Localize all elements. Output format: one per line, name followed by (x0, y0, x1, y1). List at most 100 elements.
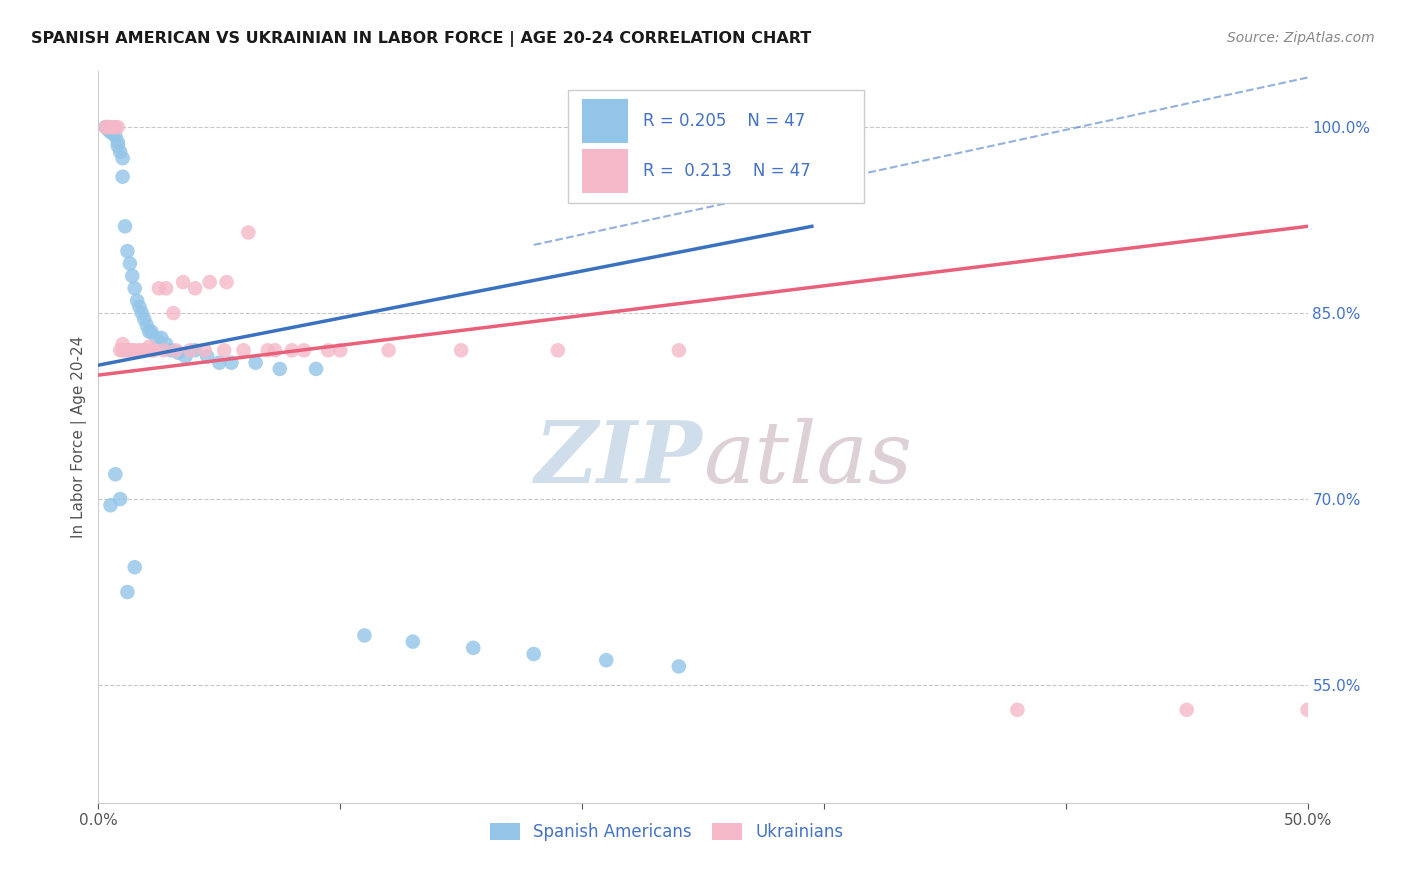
Point (450, 343, 472, 358)
Point (97, 120, 120, 135)
Point (194, 343, 217, 358)
Point (329, 343, 352, 358)
Point (174, 350, 197, 364)
Point (264, 343, 287, 358)
Point (547, 343, 569, 358)
Point (232, 343, 254, 358)
Point (269, 362, 291, 376)
Point (167, 345, 190, 359)
Point (138, 325, 160, 339)
Point (1296, 703, 1319, 717)
Point (94, 120, 117, 135)
Text: SPANISH AMERICAN VS UKRAINIAN IN LABOR FORCE | AGE 20-24 CORRELATION CHART: SPANISH AMERICAN VS UKRAINIAN IN LABOR F… (31, 31, 811, 47)
Point (107, 120, 129, 135)
Point (131, 306, 153, 320)
Point (94, 120, 117, 135)
Point (184, 343, 207, 358)
Point (121, 343, 143, 358)
Point (111, 151, 134, 165)
Point (97, 122, 120, 136)
Point (281, 343, 304, 358)
Point (118, 343, 141, 358)
Point (134, 312, 156, 326)
Point (212, 343, 235, 358)
Point (138, 340, 160, 354)
Point (111, 337, 134, 351)
Point (117, 244, 139, 259)
Point (402, 634, 425, 648)
Point (668, 659, 690, 673)
Point (595, 653, 617, 667)
Point (128, 300, 150, 314)
Point (104, 128, 127, 143)
Point (124, 281, 146, 295)
Point (152, 343, 174, 358)
Point (668, 343, 690, 358)
Point (104, 467, 127, 482)
FancyBboxPatch shape (582, 99, 628, 144)
Point (353, 628, 375, 642)
Point (523, 647, 546, 661)
Point (124, 560, 146, 574)
Point (155, 337, 177, 351)
Point (131, 343, 153, 358)
Point (124, 343, 146, 358)
Point (107, 138, 129, 153)
Text: R =  0.213    N = 47: R = 0.213 N = 47 (643, 162, 810, 180)
Point (108, 145, 131, 159)
Point (143, 343, 166, 358)
Point (148, 281, 170, 295)
Point (104, 120, 127, 135)
Text: Source: ZipAtlas.com: Source: ZipAtlas.com (1227, 31, 1375, 45)
Point (114, 343, 136, 358)
Point (1007, 703, 1029, 717)
Point (121, 268, 143, 283)
Text: atlas: atlas (703, 417, 912, 500)
Point (135, 318, 157, 333)
Point (111, 169, 134, 184)
Point (238, 226, 260, 240)
Point (245, 356, 267, 370)
Y-axis label: In Labor Force | Age 20-24: In Labor Force | Age 20-24 (72, 336, 87, 538)
Point (97, 120, 120, 135)
Point (150, 331, 173, 345)
Point (256, 343, 278, 358)
Point (172, 275, 194, 289)
Point (108, 343, 131, 358)
Point (208, 356, 231, 370)
Point (305, 362, 328, 376)
Point (117, 585, 139, 599)
Point (117, 343, 139, 358)
Point (108, 491, 131, 506)
FancyBboxPatch shape (568, 90, 863, 203)
Point (141, 343, 163, 358)
Point (118, 256, 141, 270)
Point (195, 350, 218, 364)
Point (463, 640, 485, 655)
Point (101, 120, 124, 135)
Point (100, 120, 122, 135)
Point (165, 343, 187, 358)
Point (162, 306, 184, 320)
Point (316, 343, 339, 358)
Point (155, 281, 177, 295)
Point (134, 343, 156, 358)
Point (1175, 703, 1198, 717)
Point (141, 325, 163, 339)
Text: ZIP: ZIP (536, 417, 703, 500)
Point (179, 343, 201, 358)
Point (377, 343, 399, 358)
Point (127, 293, 149, 308)
Legend: Spanish Americans, Ukrainians: Spanish Americans, Ukrainians (482, 814, 852, 849)
FancyBboxPatch shape (582, 149, 628, 194)
Point (100, 125, 122, 139)
Point (215, 275, 238, 289)
Point (114, 219, 136, 234)
Point (160, 343, 183, 358)
Point (198, 275, 221, 289)
Point (111, 343, 134, 358)
Point (292, 343, 315, 358)
Point (145, 331, 167, 345)
Point (100, 498, 122, 512)
Point (221, 356, 243, 370)
